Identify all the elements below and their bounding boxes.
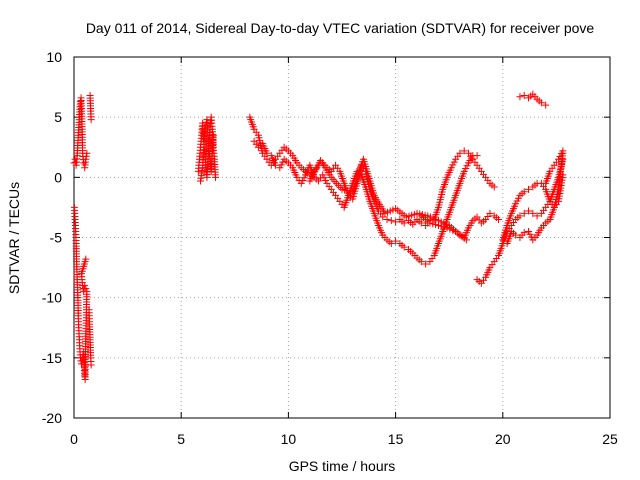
data-point bbox=[512, 231, 520, 239]
data-point bbox=[520, 92, 528, 100]
y-tick-label: 0 bbox=[54, 169, 62, 185]
data-point bbox=[387, 240, 395, 248]
axis-ticks bbox=[73, 56, 611, 419]
data-point bbox=[437, 222, 445, 230]
data-point bbox=[460, 147, 468, 155]
data-point bbox=[537, 99, 545, 107]
data-point bbox=[529, 209, 537, 217]
data-point bbox=[446, 225, 454, 233]
data-point bbox=[82, 255, 90, 263]
data-point bbox=[422, 260, 430, 268]
data-point bbox=[520, 229, 528, 237]
data-point bbox=[434, 221, 442, 229]
data-points bbox=[70, 90, 567, 383]
data-point bbox=[520, 209, 528, 217]
data-point bbox=[387, 217, 395, 225]
data-point bbox=[473, 152, 481, 160]
data-point bbox=[520, 188, 528, 196]
data-point bbox=[379, 213, 387, 221]
data-point bbox=[440, 223, 448, 231]
data-point bbox=[429, 220, 437, 228]
data-point bbox=[417, 258, 425, 266]
data-point bbox=[542, 101, 550, 109]
x-tick-labels: 0 5 10 15 20 25 bbox=[70, 431, 618, 447]
data-point bbox=[490, 183, 498, 191]
data-point bbox=[87, 361, 95, 369]
data-point bbox=[516, 212, 524, 220]
x-axis-label: GPS time / hours bbox=[289, 458, 396, 474]
x-tick-label: 5 bbox=[177, 431, 185, 447]
chart-title: Day 011 of 2014, Sidereal Day-to-day VTE… bbox=[86, 20, 595, 36]
y-tick-label: -15 bbox=[42, 350, 62, 366]
x-tick-label: 10 bbox=[281, 431, 297, 447]
data-point bbox=[87, 116, 95, 124]
y-tick-label: -5 bbox=[50, 230, 63, 246]
data-point bbox=[456, 149, 464, 157]
y-tick-label: 10 bbox=[46, 49, 62, 65]
data-point bbox=[383, 215, 391, 223]
data-point bbox=[82, 155, 90, 163]
data-point bbox=[559, 147, 567, 155]
y-tick-label: -10 bbox=[42, 290, 62, 306]
data-point bbox=[525, 185, 533, 193]
x-tick-label: 15 bbox=[388, 431, 404, 447]
data-point bbox=[263, 149, 271, 157]
y-tick-labels: -20 -15 -10 -5 0 5 10 bbox=[42, 49, 62, 426]
data-point bbox=[392, 237, 400, 245]
data-point bbox=[516, 93, 524, 101]
x-tick-label: 25 bbox=[602, 431, 618, 447]
data-point bbox=[417, 219, 425, 227]
data-point bbox=[82, 152, 90, 160]
y-axis-label: SDTVAR / TECUs bbox=[6, 182, 22, 294]
data-point bbox=[426, 219, 434, 227]
data-point bbox=[432, 221, 440, 229]
data-point bbox=[212, 173, 220, 181]
data-point bbox=[533, 212, 541, 220]
data-point bbox=[449, 226, 457, 234]
data-point bbox=[80, 288, 88, 296]
data-point bbox=[79, 285, 87, 293]
data-point bbox=[495, 215, 503, 223]
data-point bbox=[83, 149, 91, 157]
y-tick-label: 5 bbox=[54, 109, 62, 125]
data-point bbox=[400, 219, 408, 227]
x-tick-label: 20 bbox=[495, 431, 511, 447]
y-tick-label: -20 bbox=[42, 410, 62, 426]
data-point bbox=[400, 243, 408, 251]
data-point bbox=[202, 122, 210, 130]
data-point bbox=[201, 128, 209, 136]
data-point bbox=[486, 209, 494, 217]
data-point bbox=[76, 98, 84, 106]
data-point bbox=[525, 207, 533, 215]
data-point bbox=[443, 224, 451, 232]
data-point bbox=[392, 218, 400, 226]
x-tick-label: 0 bbox=[70, 431, 78, 447]
data-point bbox=[209, 131, 217, 139]
